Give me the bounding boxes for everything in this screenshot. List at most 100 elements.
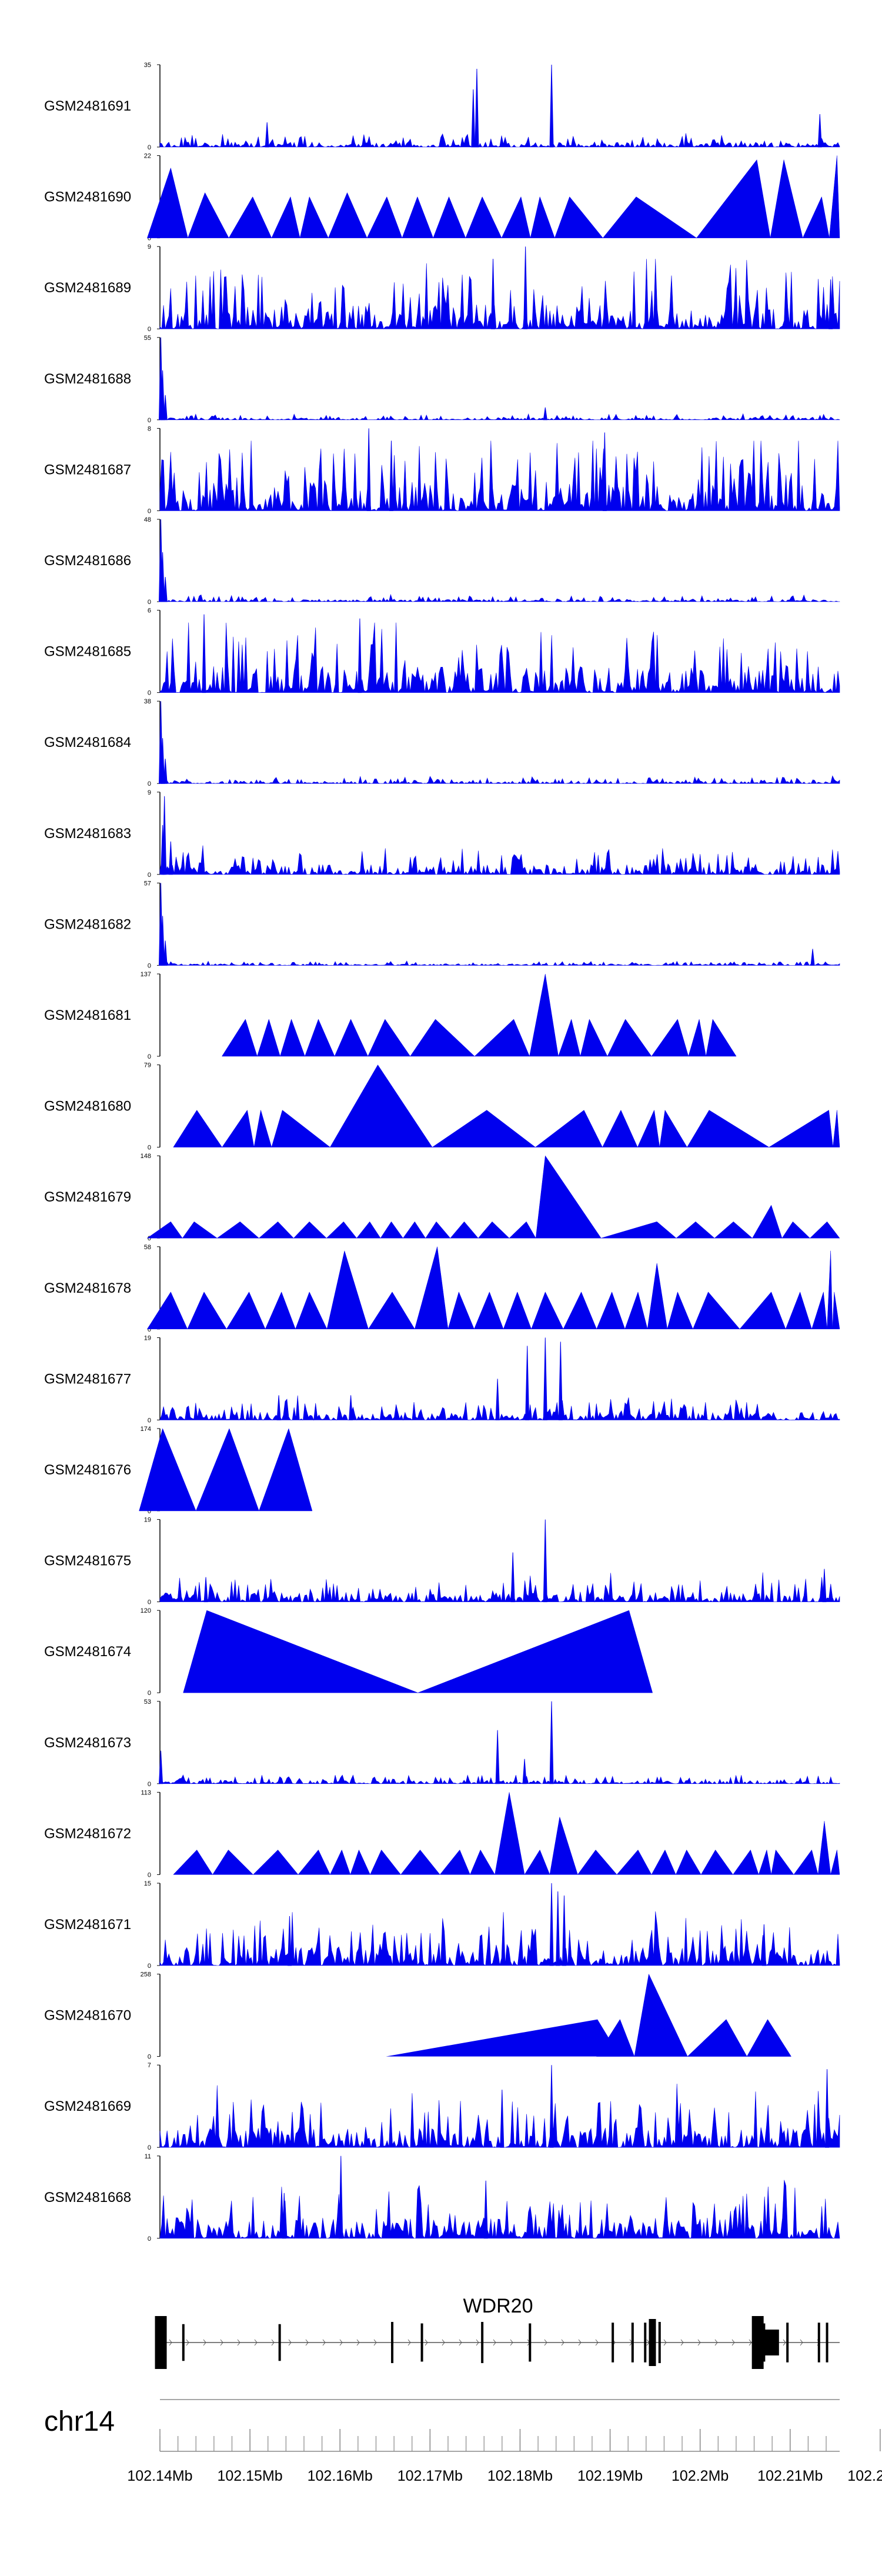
track-GSM2481670: GSM2481670 258 0 xyxy=(44,1971,791,2061)
track-name-label: GSM2481676 xyxy=(44,1462,131,1478)
axis-tick-label: 102.18Mb xyxy=(487,2468,553,2484)
coverage-spike xyxy=(525,1346,530,1420)
coverage-peak xyxy=(326,1250,369,1330)
coverage-spike xyxy=(159,1750,163,1784)
y-max-label: 9 xyxy=(148,789,151,796)
coverage-area xyxy=(159,1774,840,1784)
coverage-peak xyxy=(298,1849,330,1875)
coverage-peak xyxy=(524,1849,550,1875)
y-max-label: 53 xyxy=(144,1699,151,1706)
coverage-peak xyxy=(616,1849,652,1875)
y-max-label: 258 xyxy=(141,1971,151,1978)
coverage-peak xyxy=(265,1292,296,1330)
coverage-peak xyxy=(700,1849,734,1875)
coverage-spike xyxy=(562,1895,566,1966)
coverage-peak xyxy=(675,1849,701,1875)
axis-tick-label: 102.2Mb xyxy=(671,2468,729,2484)
coverage-peak xyxy=(439,1849,470,1875)
y-max-label: 48 xyxy=(144,516,151,523)
coverage-peak xyxy=(733,1849,759,1875)
y-max-label: 9 xyxy=(148,243,151,251)
axis-tick-label: 102.14Mb xyxy=(127,2468,192,2484)
coverage-peak xyxy=(549,1817,578,1875)
coverage-peak xyxy=(295,1292,328,1330)
coverage-spike xyxy=(202,614,206,693)
coverage-peak xyxy=(146,1221,183,1239)
strand-arrow xyxy=(800,2339,803,2346)
y-max-label: 6 xyxy=(148,608,151,615)
strand-arrow xyxy=(680,2339,684,2346)
strand-arrow xyxy=(237,2339,240,2346)
strand-arrow xyxy=(305,2339,309,2346)
y-max-label: 19 xyxy=(144,1517,151,1524)
exon-block xyxy=(826,2323,828,2363)
coverage-spike xyxy=(471,89,476,148)
coverage-peak xyxy=(182,1221,218,1239)
track-name-label: GSM2481687 xyxy=(44,462,131,478)
y-max-label: 19 xyxy=(144,1334,151,1342)
strand-arrow xyxy=(459,2339,462,2346)
y-max-label: 120 xyxy=(141,1607,151,1614)
coverage-peak xyxy=(509,1221,536,1239)
strand-arrow xyxy=(356,2339,360,2346)
y-max-label: 174 xyxy=(141,1426,151,1433)
y-min-label: 0 xyxy=(148,1508,151,1515)
track-GSM2481691: GSM2481691 35 0 xyxy=(44,62,840,151)
coverage-peak xyxy=(368,1292,415,1330)
y-min-label: 0 xyxy=(148,508,151,515)
exon-block xyxy=(391,2322,394,2363)
genome-axis: chr14 102.14Mb 102.15Mb 102.16Mb 102.17Mb 10… xyxy=(44,2399,882,2484)
coverage-area xyxy=(159,622,840,693)
track-GSM2481669: GSM2481669 7 0 xyxy=(44,2062,840,2151)
coverage-spike xyxy=(556,1891,560,1966)
track-name-label: GSM2481686 xyxy=(44,553,131,569)
exon-block xyxy=(278,2324,281,2361)
coverage-peak xyxy=(252,1850,299,1875)
track-GSM2481684: GSM2481684 38 0 xyxy=(44,698,840,788)
y-max-label: 35 xyxy=(144,62,151,69)
coverage-spike xyxy=(358,618,362,693)
y-min-label: 0 xyxy=(148,1053,151,1060)
coverage-peak xyxy=(503,1292,532,1330)
coverage-peak xyxy=(139,1428,196,1511)
y-max-label: 11 xyxy=(145,2153,151,2160)
y-min-label: 0 xyxy=(148,1144,151,1152)
track-GSM2481681: GSM2481681 137 0 xyxy=(44,971,737,1060)
y-min-label: 0 xyxy=(148,1871,151,1878)
coverage-peak xyxy=(410,1019,475,1057)
y-min-label: 0 xyxy=(148,1599,151,1606)
track-name-label: GSM2481671 xyxy=(44,1917,131,1933)
coverage-spike xyxy=(822,1569,827,1603)
coverage-peak xyxy=(258,1221,294,1239)
track-name-label: GSM2481689 xyxy=(44,280,131,296)
coverage-peak xyxy=(380,1221,403,1239)
coverage-peak xyxy=(580,1019,608,1057)
coverage-peak xyxy=(350,1849,370,1875)
track-GSM2481679: GSM2481679 148 0 xyxy=(44,1153,840,1242)
y-max-label: 58 xyxy=(144,1244,151,1251)
coverage-peak xyxy=(624,1291,648,1330)
track-GSM2481674: GSM2481674 120 0 xyxy=(44,1607,653,1697)
coverage-spike xyxy=(522,1759,527,1784)
strand-arrow xyxy=(578,2339,582,2346)
coverage-peak xyxy=(770,159,803,238)
chromosome-label: chr14 xyxy=(44,2406,115,2437)
coverage-spike xyxy=(282,2193,286,2239)
y-min-label: 0 xyxy=(148,235,151,242)
exon-block xyxy=(761,2330,779,2355)
coverage-peak xyxy=(596,1292,626,1330)
coverage-spike xyxy=(810,949,815,966)
coverage-spike xyxy=(543,407,547,421)
track-name-label: GSM2481685 xyxy=(44,644,131,660)
coverage-spike xyxy=(475,68,479,148)
track-GSM2481677: GSM2481677 19 0 xyxy=(44,1334,840,1424)
track-name-label: GSM2481670 xyxy=(44,2008,131,2024)
y-min-label: 0 xyxy=(148,1235,151,1242)
coverage-peak xyxy=(147,167,188,238)
strand-arrow xyxy=(271,2339,275,2346)
track-name-label: GSM2481678 xyxy=(44,1280,131,1296)
coverage-peak xyxy=(257,1019,280,1057)
coverage-area xyxy=(159,2083,840,2148)
y-min-label: 0 xyxy=(148,2054,151,2061)
strand-arrow xyxy=(169,2339,172,2346)
